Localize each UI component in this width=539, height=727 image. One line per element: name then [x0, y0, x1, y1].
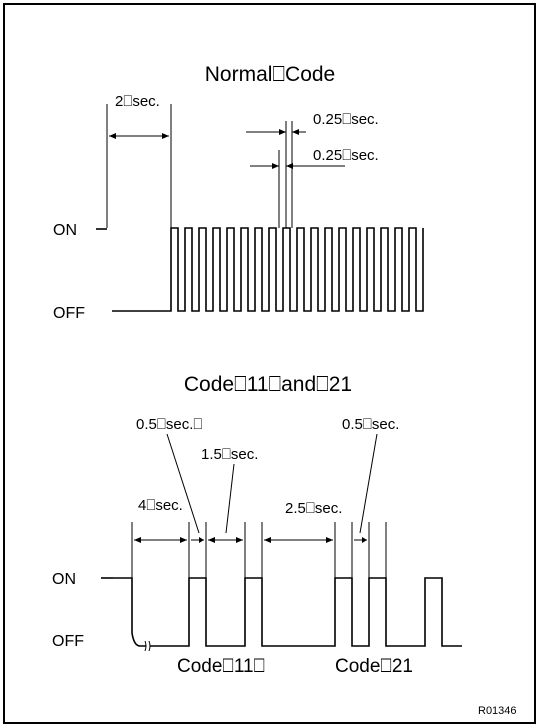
normal-on-label: ON [53, 222, 77, 239]
label-05sec-a: 0.5⎕sec.⎕ [136, 416, 202, 433]
dim-25sec-arrow-right [326, 537, 333, 543]
label-025sec-top: 0.25⎕sec. [313, 111, 379, 128]
code-11-21-section: Code⎕11⎕and⎕21 0.5⎕sec.⎕ 1.5⎕sec. 4⎕sec.… [52, 373, 462, 677]
reference-number: R01346 [478, 705, 517, 717]
normal-code-waveform [112, 227, 424, 312]
codes-waveform [113, 577, 462, 647]
dim-025b-arrow [272, 163, 279, 169]
code-21-label: Code⎕21 [335, 656, 413, 677]
dim-025b-arrow-right [286, 163, 293, 169]
dim-25sec-arrow-left [264, 537, 271, 543]
codes-on-label: ON [52, 571, 76, 588]
dim-025a-arrow [279, 129, 286, 135]
leader-05sec-b [359, 433, 378, 534]
label-25sec: 2.5⎕sec. [285, 500, 342, 517]
normal-code-title: Normal⎕Code [205, 63, 335, 86]
normal-code-section: Normal⎕Code 2⎕sec. 0.25⎕sec. 0.25⎕sec. O… [53, 63, 424, 322]
dim-05a-arrow-right [199, 537, 204, 543]
normal-off-label: OFF [53, 305, 85, 322]
label-025sec-bottom: 0.25⎕sec. [313, 147, 379, 164]
dim-025a-arrow-right [292, 129, 299, 135]
code-11-21-title: Code⎕11⎕and⎕21 [184, 373, 352, 396]
dim-05b-arrow-right [362, 537, 367, 543]
dim-4sec-arrow-right [180, 537, 187, 543]
leader-05sec-a [166, 433, 200, 534]
codes-off-label: OFF [52, 633, 84, 650]
label-4sec: 4⎕sec. [138, 497, 183, 514]
code-11-label: Code⎕11⎕ [177, 656, 265, 677]
dim-4sec-arrow-left [134, 537, 141, 543]
diagram-border [3, 3, 536, 724]
label-15sec: 1.5⎕sec. [201, 446, 258, 463]
label-2sec: 2⎕sec. [115, 93, 160, 110]
dim-2sec-arrow-right [162, 133, 169, 139]
dim-15sec-arrow-right [236, 537, 243, 543]
break-mark [144, 640, 151, 652]
label-05sec-b: 0.5⎕sec. [342, 416, 399, 433]
leader-15sec [225, 463, 235, 534]
dim-2sec-arrow-left [109, 133, 116, 139]
dim-15sec-arrow-left [208, 537, 215, 543]
